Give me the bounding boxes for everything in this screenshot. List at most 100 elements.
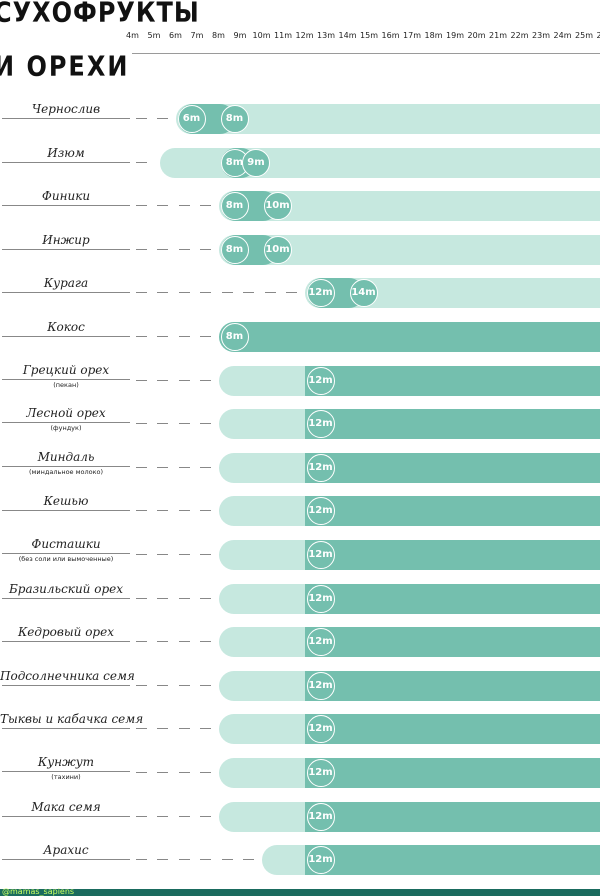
row-label: Курага	[43, 276, 89, 291]
row-label: Чернослив	[31, 102, 101, 116]
row-bar-dark	[304, 583, 600, 614]
row-dash	[157, 728, 168, 730]
row-label: Кунжут	[37, 755, 95, 769]
month-tick-label: 15m	[360, 31, 378, 40]
row-dash	[178, 466, 190, 468]
month-tick-label: 4m	[126, 31, 139, 40]
row-dash	[200, 205, 211, 207]
row-dash	[135, 554, 147, 555]
row-underline	[2, 641, 130, 643]
row-label: Тыквы и кабачка семя	[0, 712, 144, 727]
page-title-line2: И ОРЕХИ	[0, 50, 130, 83]
row-label: Мака семя	[31, 799, 101, 814]
row-bar-dark	[304, 452, 600, 483]
row-dash	[200, 597, 211, 599]
month-tick-label: 7m	[190, 31, 204, 40]
row-sublabel: (фундук)	[50, 424, 82, 433]
row-dash	[135, 118, 147, 119]
row-bar-dark	[304, 801, 600, 832]
row-marker: 12m	[306, 410, 335, 439]
row-dash	[135, 597, 147, 599]
row-underline	[2, 815, 130, 817]
row-dash	[157, 815, 168, 817]
row-dash	[135, 336, 147, 337]
chart-row: Чернослив 6m 8m	[0, 101, 600, 141]
row-marker: 12m	[306, 541, 335, 569]
row-dash	[157, 641, 168, 643]
row-dash	[178, 772, 190, 773]
month-tick-label: 19m	[446, 31, 464, 40]
month-tick-label: 10m	[252, 31, 271, 40]
row-dash	[157, 118, 168, 119]
row-dash	[264, 292, 276, 294]
month-tick-label: 14m	[338, 31, 357, 40]
month-tick-label: 26m	[596, 31, 600, 40]
row-bar-dark	[304, 496, 600, 527]
row-underline	[2, 378, 130, 380]
chart-row: Лесной орех (фундук) 12m	[0, 406, 600, 446]
row-dash	[135, 641, 147, 643]
month-axis: 4m 5m 6m 7m 8m 9m 10m 11m 12m 13m 14m 15m 16m 17m 18m 1…	[0, 31, 600, 47]
row-marker: 12m	[306, 628, 335, 657]
row-marker: 14m	[349, 279, 378, 308]
month-tick-label: 8m	[212, 31, 225, 40]
row-dash	[200, 423, 211, 425]
row-dash	[178, 815, 190, 817]
chart-row: Курага 12m 14m	[0, 275, 600, 315]
row-underline	[2, 248, 130, 250]
chart-row: Арахис 12m	[0, 842, 600, 882]
row-dash	[135, 728, 147, 730]
row-marker: 9m	[242, 148, 270, 177]
row-bar-dark	[304, 409, 600, 440]
row-dash	[200, 248, 211, 250]
row-marker: 8m	[220, 192, 249, 221]
row-underline	[2, 118, 130, 119]
footer-handle: @mamas_sapiens	[2, 887, 75, 896]
row-bar-dark	[218, 322, 600, 352]
row-sublabel: (миндальное молоко)	[28, 467, 104, 476]
row-underline	[2, 465, 130, 467]
row-dash	[135, 859, 147, 861]
chart-row: Бразильский орех 12m	[0, 581, 600, 621]
row-dash	[135, 423, 147, 425]
row-underline	[2, 292, 130, 294]
row-dash	[135, 248, 147, 250]
row-dash	[243, 859, 254, 861]
row-dash	[200, 684, 211, 686]
row-label: Арахис	[43, 843, 89, 858]
row-dash	[157, 772, 168, 773]
row-sublabel: (без соли или вымоченные)	[18, 555, 114, 563]
month-tick-label: 17m	[403, 31, 421, 40]
row-dash	[221, 859, 233, 861]
row-underline	[2, 728, 130, 730]
row-dash	[157, 466, 168, 468]
row-dash	[243, 292, 254, 294]
row-underline	[2, 510, 130, 512]
row-marker: 8m	[220, 105, 249, 133]
axis-line	[132, 53, 600, 54]
chart-row: Кешью 12m	[0, 493, 600, 533]
chart-row: Грецкий орех (пекан) 12m	[0, 363, 600, 403]
row-underline	[2, 859, 130, 861]
row-label: Фисташки	[31, 537, 101, 551]
row-underline	[2, 205, 130, 207]
row-marker: 8m	[220, 323, 249, 351]
month-tick-label: 11m	[274, 31, 292, 40]
chart-row: Изюм 8m 9m	[0, 145, 600, 185]
row-bar-dark	[304, 540, 600, 570]
row-dash	[200, 772, 211, 773]
row-marker: 12m	[306, 453, 335, 482]
month-tick-label: 9m	[233, 31, 247, 40]
footer-band	[0, 889, 600, 896]
row-underline	[2, 553, 130, 554]
row-label: Кокос	[47, 320, 85, 334]
row-dash	[135, 205, 147, 207]
month-tick-label: 24m	[553, 31, 572, 40]
chart-row: Кедровый орех 12m	[0, 624, 600, 664]
row-dash	[286, 292, 297, 294]
row-dash	[135, 161, 147, 163]
row-marker: 12m	[306, 584, 335, 613]
row-dash	[178, 510, 190, 512]
row-marker: 12m	[306, 671, 335, 700]
row-dash	[200, 641, 211, 643]
